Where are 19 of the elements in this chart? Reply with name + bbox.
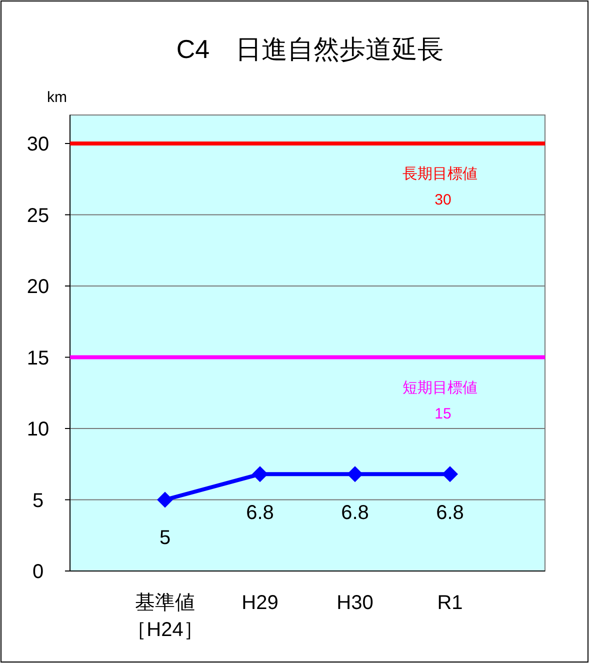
- data-label: 6.8: [341, 502, 369, 524]
- title: C4 日進自然歩道延長: [176, 34, 444, 64]
- x-tick: H29: [242, 592, 278, 614]
- y-tick: 15: [26, 347, 50, 370]
- y-tick: 25: [26, 204, 50, 227]
- ref-label: 短期目標値15: [402, 379, 478, 422]
- ylabel: km: [47, 89, 67, 106]
- data-label: 6.8: [246, 502, 274, 524]
- ref-label: 長期目標値30: [402, 166, 478, 208]
- x-tick: R1: [437, 592, 463, 614]
- y-tick: 30: [26, 134, 50, 156]
- y-tick: 5: [32, 490, 44, 512]
- y-tick: 0: [32, 561, 44, 583]
- x-tick: 基準値［H24］: [126, 592, 204, 641]
- y-tick: 10: [26, 418, 50, 440]
- data-label: 5: [159, 526, 171, 549]
- x-tick: H30: [336, 592, 374, 614]
- data-label: 6.8: [436, 502, 464, 524]
- y-tick: 20: [26, 276, 50, 298]
